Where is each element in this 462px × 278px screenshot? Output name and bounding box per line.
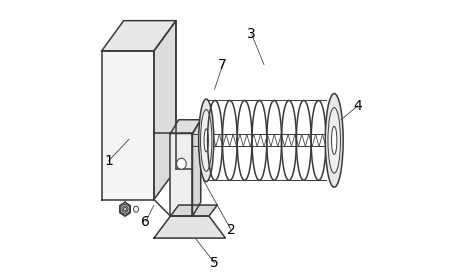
Text: 7: 7 — [219, 58, 227, 72]
Ellipse shape — [122, 206, 128, 212]
Polygon shape — [193, 120, 201, 216]
Ellipse shape — [325, 94, 343, 187]
Polygon shape — [170, 205, 217, 216]
Polygon shape — [154, 21, 176, 200]
Polygon shape — [154, 216, 225, 238]
Ellipse shape — [123, 208, 127, 211]
Text: 3: 3 — [247, 28, 256, 41]
Ellipse shape — [332, 126, 337, 154]
Text: 4: 4 — [353, 99, 362, 113]
Ellipse shape — [176, 158, 186, 169]
Text: 6: 6 — [141, 215, 150, 229]
Ellipse shape — [199, 99, 214, 182]
Text: 5: 5 — [210, 256, 219, 270]
Polygon shape — [120, 202, 130, 216]
Ellipse shape — [204, 129, 208, 152]
Ellipse shape — [328, 108, 340, 173]
Text: 1: 1 — [104, 154, 113, 168]
Polygon shape — [170, 120, 201, 133]
Ellipse shape — [134, 206, 139, 212]
Polygon shape — [102, 51, 154, 200]
Polygon shape — [170, 133, 193, 216]
Text: 2: 2 — [227, 223, 235, 237]
Polygon shape — [102, 21, 176, 51]
Ellipse shape — [201, 110, 212, 171]
